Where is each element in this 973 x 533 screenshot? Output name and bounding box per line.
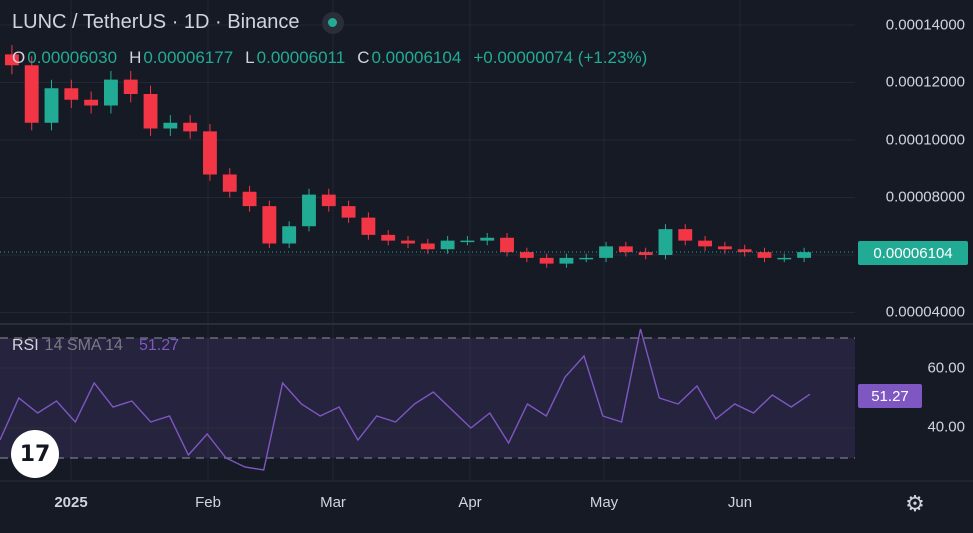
candle-body [480, 237, 495, 241]
candle-body [282, 226, 297, 244]
candle-body [302, 194, 316, 227]
price-tick[interactable]: 0.00014000 [885, 16, 965, 34]
time-label-jun[interactable]: Jun [727, 494, 753, 511]
close-label: C [357, 48, 370, 67]
candle-body [222, 174, 237, 192]
candle-body [698, 240, 713, 247]
market-status-icon[interactable] [321, 11, 344, 34]
candle-body [460, 240, 475, 243]
candle-body [500, 237, 514, 253]
candle-body [163, 122, 178, 129]
price-tick[interactable]: 0.00004000 [885, 303, 965, 321]
high-value: 0.00006177 [143, 48, 234, 67]
candle-body [44, 88, 59, 123]
rsi-tick[interactable]: 60.00 [927, 359, 965, 377]
time-label-2025[interactable]: 2025 [54, 494, 88, 511]
rsi-band [0, 338, 855, 458]
low-value: 0.00006011 [256, 48, 346, 67]
rsi-current-tag[interactable]: 51.27 [858, 384, 922, 408]
candle-body [618, 246, 633, 253]
low-label: L [245, 48, 255, 67]
candle-body [420, 243, 435, 250]
price-tick[interactable]: 0.00008000 [885, 188, 965, 206]
candle-body [717, 246, 732, 250]
time-label-feb[interactable]: Feb [195, 494, 221, 511]
time-label-mar[interactable]: Mar [320, 494, 346, 511]
candle-body [440, 240, 455, 250]
candle-body [757, 252, 772, 258]
candle-body [559, 257, 574, 264]
price-tick[interactable]: 0.00012000 [885, 73, 965, 91]
rsi-legend-value: 51.27 [138, 337, 179, 354]
rsi-legend[interactable]: RSI 14 SMA 14 51.27 [12, 337, 179, 355]
candle-body [579, 257, 594, 260]
ohlc-readout: O 0.00006030 H 0.00006177 L 0.00006011 C… [12, 48, 659, 68]
rsi-tick[interactable]: 40.00 [927, 418, 965, 436]
candle-body [321, 194, 336, 207]
candle-body [777, 257, 792, 260]
candle-body [341, 206, 356, 218]
candle-body [203, 131, 217, 175]
rsi-name: RSI [12, 337, 39, 354]
price-tick[interactable]: 0.00010000 [885, 131, 965, 149]
candle-body [797, 252, 812, 258]
gear-icon[interactable]: ⚙ [905, 491, 925, 516]
time-label-apr[interactable]: Apr [458, 494, 482, 511]
candle-body [599, 246, 613, 258]
candle-body [737, 249, 752, 253]
candle-body [678, 229, 693, 241]
candle-body [401, 240, 415, 244]
open-value: 0.00006030 [27, 48, 118, 67]
candle-body [638, 252, 653, 255]
candle-body [381, 234, 396, 241]
candle-body [123, 79, 138, 94]
candle-body [84, 99, 99, 106]
candle-body [658, 229, 673, 255]
candle-body [143, 94, 158, 129]
candle-body [539, 257, 554, 264]
symbol-title[interactable]: LUNC / TetherUS · 1D · Binance [12, 11, 300, 33]
candle-body [242, 191, 257, 207]
symbol-legend[interactable]: LUNC / TetherUS · 1D · Binance [12, 11, 344, 34]
candle-body [64, 88, 79, 100]
open-label: O [12, 48, 26, 67]
change-value: +0.00000074 (+1.23%) [473, 48, 648, 67]
candle-body [361, 217, 376, 235]
rsi-line [0, 328, 811, 471]
candle-body [4, 54, 19, 66]
close-value: 0.00006104 [371, 48, 462, 67]
candle-body [24, 65, 39, 123]
candle-body [262, 206, 277, 244]
rsi-params: 14 SMA 14 [44, 337, 123, 354]
current-price-tag[interactable]: 0.00006104 [858, 241, 968, 265]
candle-body [183, 122, 198, 132]
candle-body [103, 79, 118, 106]
high-label: H [129, 48, 142, 67]
candle-body [519, 252, 534, 258]
tradingview-logo-icon[interactable]: 17 [11, 430, 59, 478]
time-label-may[interactable]: May [589, 494, 619, 511]
